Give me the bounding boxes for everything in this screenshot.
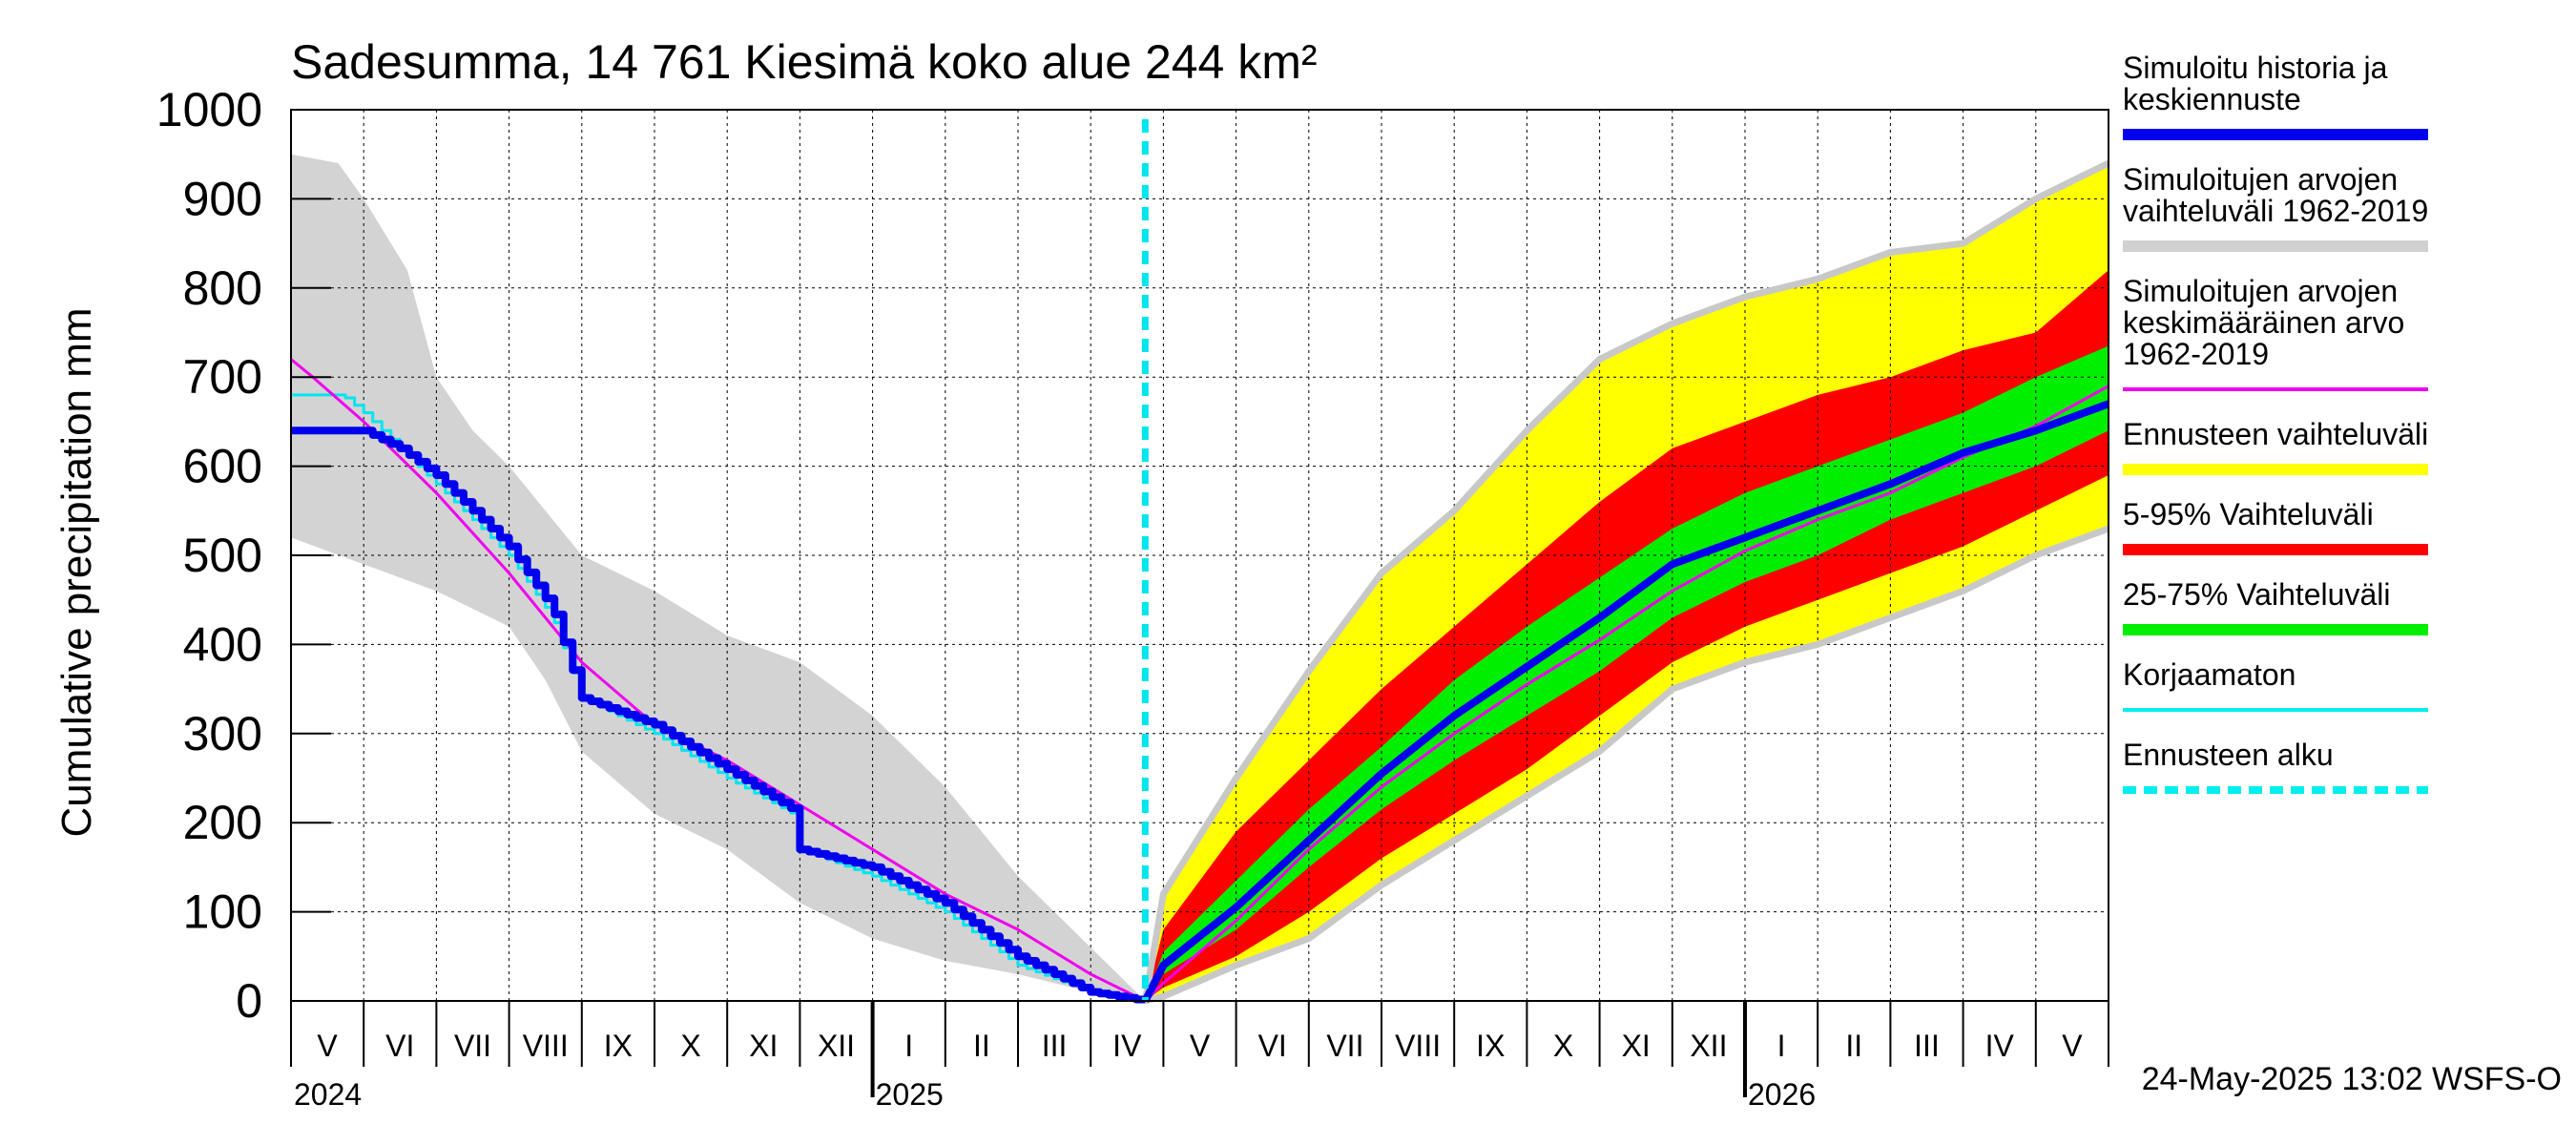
plot-lines	[290, 119, 2110, 1005]
y-tick-label: 500	[183, 529, 262, 582]
month-label: V	[1190, 1029, 1211, 1063]
y-tick-label: 300	[183, 707, 262, 760]
historical-range-area	[291, 154, 1146, 1001]
chart-title: Sadesumma, 14 761 Kiesimä koko alue 244 …	[291, 35, 1318, 89]
year-label: 2024	[294, 1077, 362, 1112]
month-label: X	[1553, 1029, 1573, 1063]
month-label: XI	[749, 1029, 778, 1063]
month-label: VIII	[1395, 1029, 1441, 1063]
legend-label: 5-95% Vaihteluväli	[2123, 497, 2374, 531]
legend-label: Ennusteen vaihteluväli	[2123, 417, 2428, 451]
x-axis: V VI VII VIII IX X XI XII I II III IV V VI VII VIII IX X X…	[290, 1001, 2109, 1112]
y-tick-label: 400	[183, 617, 262, 671]
month-label: IX	[1476, 1029, 1505, 1063]
month-label: VIII	[523, 1029, 569, 1063]
month-label: V	[2062, 1029, 2083, 1063]
month-label: IX	[604, 1029, 633, 1063]
y-axis: 0 100 200 300 400 500 600 700 800 900 1000	[156, 83, 331, 1028]
y-tick-label: 700	[183, 350, 262, 404]
history-line	[291, 427, 1150, 1004]
month-label: II	[973, 1029, 990, 1063]
month-label: XII	[1690, 1029, 1727, 1063]
month-label: III	[1042, 1029, 1068, 1063]
legend-label: Korjaamaton	[2123, 657, 2296, 692]
legend-label: Simuloitujen arvojen	[2123, 274, 2398, 308]
y-tick-label: 800	[183, 261, 262, 315]
month-label: I	[904, 1029, 913, 1063]
month-label: II	[1845, 1029, 1862, 1063]
forecast-upper-edge-line	[1141, 159, 2110, 1002]
legend-label: Ennusteen alku	[2123, 738, 2334, 772]
plot-grid	[291, 110, 2109, 1001]
y-tick-label: 0	[236, 974, 262, 1028]
month-label: III	[1914, 1029, 1940, 1063]
month-label: IV	[1985, 1029, 2015, 1063]
month-label: IV	[1112, 1029, 1142, 1063]
legend-label: 1962-2019	[2123, 337, 2269, 371]
forecast-median-line	[1141, 400, 2110, 1003]
month-label: VII	[1326, 1029, 1363, 1063]
legend-label: 25-75% Vaihteluväli	[2123, 577, 2390, 612]
forecast-lower-edge-line	[1144, 525, 2110, 1005]
month-label: VI	[385, 1029, 414, 1063]
month-label: VII	[454, 1029, 491, 1063]
year-label: 2026	[1748, 1077, 1816, 1112]
month-label: X	[680, 1029, 700, 1063]
legend-label: vaihteluväli 1962-2019	[2123, 194, 2428, 228]
legend-label: Simuloitu historia ja	[2123, 51, 2388, 85]
year-label: 2025	[876, 1077, 944, 1112]
legend-label: Simuloitujen arvojen	[2123, 162, 2398, 197]
korjaamaton-line	[291, 393, 1147, 1001]
month-label: XII	[818, 1029, 855, 1063]
month-label: VI	[1258, 1029, 1287, 1063]
y-tick-label: 1000	[156, 83, 262, 136]
month-label: XI	[1622, 1029, 1651, 1063]
legend-label: keskimääräinen arvo	[2123, 305, 2404, 340]
month-label: V	[317, 1029, 338, 1063]
y-axis-label: Cumulative precipitation mm	[53, 307, 100, 837]
month-label: I	[1777, 1029, 1786, 1063]
legend-label: keskiennuste	[2123, 82, 2301, 116]
timestamp: 24-May-2025 13:02 WSFS-O	[2142, 1061, 2562, 1097]
y-tick-label: 200	[183, 796, 262, 849]
y-tick-label: 900	[183, 172, 262, 225]
y-tick-label: 600	[183, 440, 262, 493]
y-tick-label: 100	[183, 885, 262, 939]
forecast-25-75-area	[1145, 345, 2109, 1001]
plot-fills	[291, 154, 2109, 1002]
